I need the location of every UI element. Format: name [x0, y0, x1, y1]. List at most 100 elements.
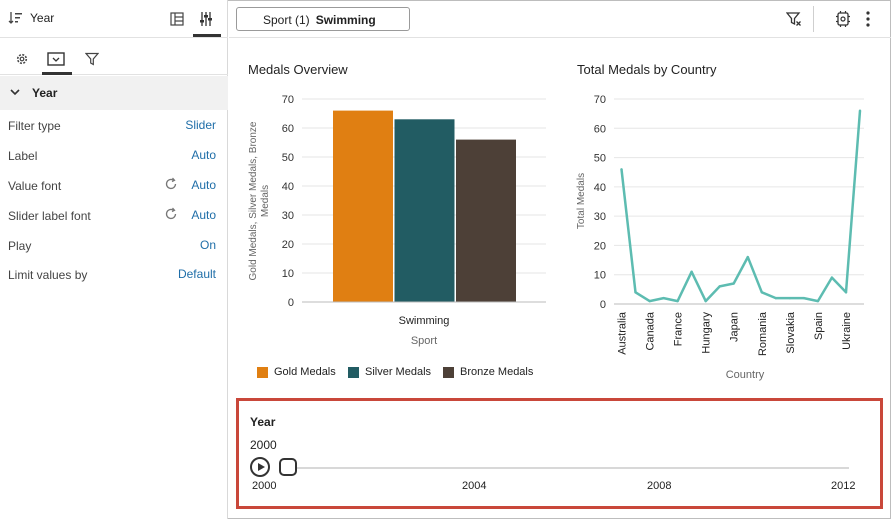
- section-year[interactable]: Year: [0, 76, 228, 110]
- y-tick-label: 40: [282, 181, 294, 193]
- y-tick-label: 50: [282, 152, 294, 164]
- property-label-setting: Label Auto: [0, 141, 228, 171]
- data-point: [844, 291, 848, 294]
- slider-thumb[interactable]: [279, 458, 297, 476]
- reset-icon[interactable]: [164, 177, 178, 191]
- properties-panel: Year: [0, 0, 228, 519]
- data-point: [704, 299, 707, 303]
- canvas-settings-icon[interactable]: [835, 10, 851, 28]
- play-button[interactable]: [250, 457, 270, 477]
- filter-settings-icon[interactable]: [786, 11, 802, 27]
- bar-bronze-medals: [456, 139, 516, 302]
- data-point: [732, 282, 735, 285]
- property-value-link[interactable]: Auto: [191, 178, 216, 192]
- x-tick-label: France: [673, 312, 685, 346]
- funnel-icon: [85, 52, 99, 66]
- section-title: Year: [32, 86, 58, 100]
- legend-label-gold: Gold Medals: [274, 366, 336, 378]
- property-limit-values-by: Limit values by Default: [0, 260, 228, 290]
- property-label: Filter type: [8, 119, 61, 133]
- y-tick-label: 0: [288, 297, 294, 309]
- data-point: [620, 168, 623, 171]
- property-value-link[interactable]: Auto: [191, 148, 216, 162]
- x-tick-label: Japan: [729, 312, 741, 342]
- data-point: [802, 296, 806, 300]
- property-label: Play: [8, 239, 32, 253]
- filter-chip[interactable]: Sport (1) Swimming: [236, 7, 410, 31]
- sliders-icon[interactable]: [198, 11, 214, 27]
- property-filter-type: Filter type Slider: [0, 111, 228, 141]
- panel-tabs: [0, 39, 228, 75]
- total-medals-by-country-chart: 0 10 20 30 40 50 60 70 Australia Canada France Hung…: [576, 94, 864, 381]
- data-point: [788, 296, 792, 300]
- data-point: [760, 291, 763, 294]
- x-tick-label: Hungary: [701, 312, 713, 354]
- chevron-down-icon: [10, 89, 20, 96]
- x-tick-label: Ukraine: [841, 312, 853, 350]
- legend-label-bronze: Bronze Medals: [460, 366, 534, 378]
- slider-tick-label: 2000: [252, 480, 277, 492]
- data-point: [774, 296, 778, 300]
- property-label: Limit values by: [8, 268, 88, 282]
- bar-gold-medals: [333, 110, 393, 302]
- data-point: [858, 109, 862, 112]
- data-point: [662, 296, 665, 300]
- slider-title: Year: [250, 415, 276, 429]
- active-header-indicator: [193, 34, 221, 37]
- y-tick-label: 30: [594, 211, 606, 223]
- data-point: [690, 270, 693, 273]
- filter-control-icon: [47, 52, 65, 66]
- legend-label-silver: Silver Medals: [365, 366, 432, 378]
- property-value-link[interactable]: Auto: [191, 208, 216, 222]
- tab-filters[interactable]: [80, 47, 104, 71]
- y-tick-label: 70: [282, 94, 294, 106]
- slider-current-value: 2000: [250, 438, 277, 452]
- legend-swatch-silver: [348, 367, 359, 378]
- property-label: Slider label font: [8, 209, 91, 223]
- x-tick-label: Spain: [813, 312, 825, 340]
- line-series-total-medals: [620, 110, 862, 303]
- property-value-link[interactable]: Slider: [185, 118, 216, 132]
- active-tab-indicator: [42, 72, 72, 75]
- toolbar-divider: [813, 6, 814, 32]
- y-tick-label: 70: [594, 94, 606, 106]
- tab-filter-control[interactable]: [44, 47, 68, 71]
- filter-chip-label: Sport (1): [263, 13, 310, 27]
- data-point: [746, 255, 749, 259]
- tab-general[interactable]: [10, 47, 34, 71]
- bar-chart-title: Medals Overview: [248, 62, 348, 77]
- y-tick-label: 20: [594, 240, 606, 252]
- slider-track[interactable]: [289, 467, 849, 469]
- y-tick-label: 10: [282, 268, 294, 280]
- legend-swatch-bronze: [443, 367, 454, 378]
- reset-icon[interactable]: [164, 207, 178, 221]
- x-tick-label: Slovakia: [785, 311, 797, 353]
- property-value-link[interactable]: Default: [177, 267, 216, 281]
- more-options-icon[interactable]: [865, 10, 871, 28]
- gear-icon: [16, 53, 28, 65]
- y-tick-label: 40: [594, 182, 606, 194]
- data-point: [830, 276, 834, 279]
- y-tick-label: 20: [282, 239, 294, 251]
- property-value-link[interactable]: On: [199, 238, 216, 252]
- data-point: [648, 299, 651, 303]
- x-tick-label: Swimming: [399, 315, 450, 327]
- y-tick-label: 60: [282, 123, 294, 135]
- x-tick-label: Romania: [757, 311, 769, 356]
- medals-overview-chart: 0 10 20 30 40 50 60 70 Swimming Sport Gold Medals,…: [248, 94, 546, 347]
- property-value-font: Value font Auto: [0, 171, 228, 201]
- x-tick-label: Canada: [645, 311, 657, 350]
- x-axis-label: Country: [726, 369, 765, 381]
- property-slider-label-font: Slider label font Auto: [0, 201, 228, 231]
- y-tick-label: 30: [282, 210, 294, 222]
- slider-tick-label: 2004: [462, 480, 487, 492]
- filter-chip-value: Swimming: [315, 13, 376, 27]
- layout-icon[interactable]: [170, 12, 184, 26]
- y-axis-label: Gold Medals, Silver Medals, BronzeMedals: [248, 121, 271, 280]
- year-slider-filter: Year 2000 2000 2004 2008 2012: [236, 398, 883, 509]
- slider-tick-label: 2012: [831, 480, 856, 492]
- y-axis-label: Total Medals: [576, 173, 587, 229]
- panel-header: Year: [0, 0, 228, 38]
- property-label: Label: [8, 149, 38, 163]
- x-tick-label: Australia: [617, 311, 629, 355]
